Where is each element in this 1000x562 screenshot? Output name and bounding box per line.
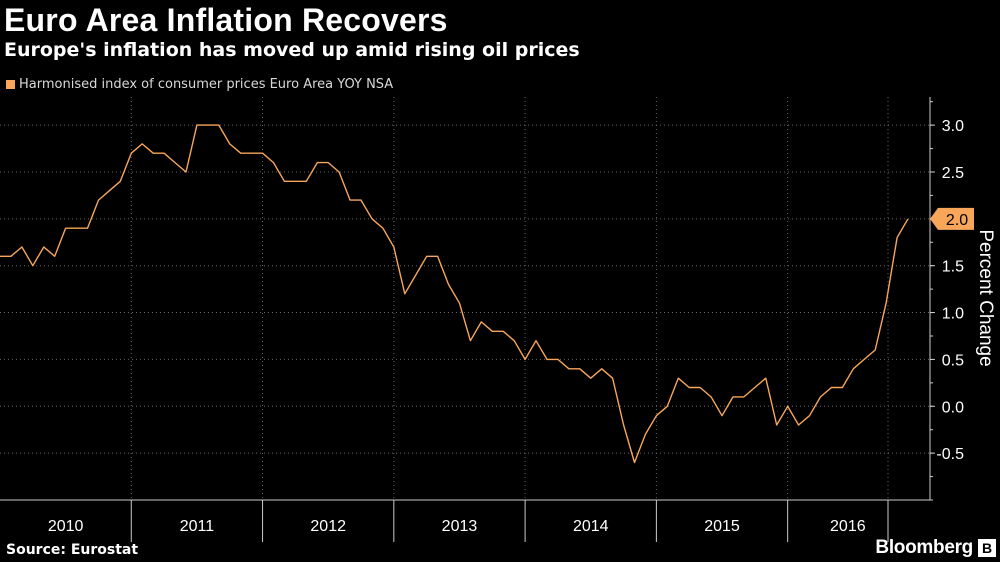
source-note: Source: Eurostat [6, 542, 139, 558]
y-tick-label: 2.5 [942, 165, 964, 182]
brand: Bloomberg B [875, 537, 996, 559]
y-tick-label: 0.0 [942, 399, 964, 416]
last-value-flag [930, 207, 974, 230]
x-year-label: 2015 [704, 518, 740, 535]
x-year-label: 2012 [310, 518, 346, 535]
legend: Harmonised index of consumer prices Euro… [6, 77, 393, 92]
series-line [0, 124, 909, 464]
x-year-label: 2014 [573, 518, 609, 535]
chart-subtitle: Europe's inflation has moved up amid ris… [4, 39, 580, 61]
x-year-label: 2013 [442, 518, 478, 535]
x-year-label: 2010 [48, 518, 84, 535]
legend-swatch [6, 80, 15, 89]
x-year-label: 2011 [180, 518, 215, 535]
bloomberg-logo-icon: B [978, 539, 996, 557]
last-value-label: 2.0 [946, 212, 968, 229]
y-tick-label: 1.5 [942, 259, 964, 276]
y-tick-label: 0.5 [942, 352, 964, 369]
y-tick-label: 1.0 [942, 306, 964, 323]
brand-name: Bloomberg [875, 537, 973, 558]
y-axis-title: Percent Change [975, 229, 996, 366]
y-tick-label: 3.0 [942, 118, 964, 135]
y-tick-label: -0.5 [936, 446, 964, 463]
legend-label: Harmonised index of consumer prices Euro… [19, 77, 394, 92]
x-year-label: 2016 [830, 518, 866, 535]
chart-title: Euro Area Inflation Recovers [4, 2, 448, 38]
